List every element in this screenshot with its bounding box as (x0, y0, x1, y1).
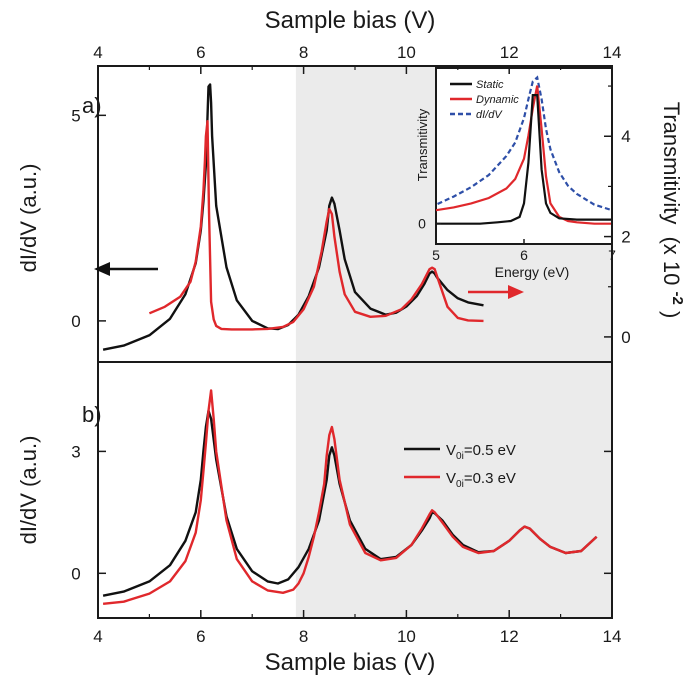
panel-b-y-tick-label: 3 (71, 442, 80, 461)
panel-b-y-tick-label: 0 (71, 564, 80, 583)
left-axis-arrow (94, 262, 158, 276)
legend-label-black: V0i=0.5 eV (446, 442, 516, 462)
bottom-x-axis-title: Sample bias (V) (265, 649, 436, 676)
panel-a-y-axis-title: dI/dV (a.u.) (16, 164, 41, 273)
bottom-x-tick-label: 10 (397, 627, 416, 646)
top-x-tick-label: 4 (93, 43, 102, 62)
right-y-axis-title-close: ) (659, 311, 684, 318)
legend-label-red-sub: 0i (456, 479, 464, 490)
inset-legend: Static Dynamic dI/dV (450, 79, 519, 121)
panel-a-y-tick-label: 0 (71, 312, 80, 331)
top-x-tick-label: 12 (500, 43, 519, 62)
panel-b-series-1 (102, 389, 598, 605)
inset-legend-label-static: Static (476, 79, 504, 91)
inset-legend-label-didv: dI/dV (476, 109, 503, 121)
right-y-axis-title: Transmitivity (x 10 -2 ) (659, 102, 693, 319)
legend-label-black-main: V (446, 442, 456, 459)
inset-x-tick-label: 6 (520, 247, 528, 263)
top-x-tick-label: 6 (196, 43, 205, 62)
legend-label-red-main: V (446, 470, 456, 487)
right-y-axis-title-exponent: -2 (669, 292, 686, 305)
panel-b-legend: V0i=0.5 eV V0i=0.3 eV (404, 442, 516, 490)
inset-y-tick-label: 0 (418, 216, 426, 232)
top-x-axis-title: Sample bias (V) (265, 7, 436, 34)
panel-b-label: b) (82, 402, 102, 427)
legend-label-red: V0i=0.3 eV (446, 470, 516, 490)
panel-a-label: a) (82, 93, 102, 118)
right-axis-arrow-head (508, 285, 524, 299)
panel-a-y-tick-label: 5 (71, 106, 80, 125)
panel-b-shaded-region (295, 362, 612, 618)
left-axis-arrow-head (94, 262, 110, 276)
bottom-x-tick-label: 4 (93, 627, 102, 646)
bottom-x-tick-label: 14 (603, 627, 622, 646)
inset-y-axis-title: Transmitivity (415, 108, 430, 181)
right-y-axis-title-main: Transmitivity (659, 102, 684, 225)
inset-legend-label-dynamic: Dynamic (476, 94, 519, 106)
legend-label-black-sub: 0i (456, 451, 464, 462)
top-x-tick-label: 8 (299, 43, 308, 62)
inset-x-axis-title: Energy (eV) (495, 264, 570, 280)
inset-series-di-dv (436, 75, 612, 212)
panel-a-series-1 (148, 120, 484, 331)
legend-label-black-rest: =0.5 eV (464, 442, 516, 459)
legend-label-red-rest: =0.3 eV (464, 470, 516, 487)
inset-x-tick-label: 5 (432, 247, 440, 263)
top-x-tick-label: 14 (603, 43, 622, 62)
bottom-x-tick-label: 12 (500, 627, 519, 646)
panel-a-right-y-tick-label: 4 (621, 127, 630, 146)
bottom-x-tick-label: 6 (196, 627, 205, 646)
right-y-axis-title-unit: (x 10 (659, 236, 684, 285)
inset-series-static (436, 94, 612, 225)
panel-b-y-axis-title: dI/dV (a.u.) (16, 436, 41, 545)
panel-a-right-y-tick-label: 2 (621, 228, 630, 247)
top-x-tick-label: 10 (397, 43, 416, 62)
panel-a-right-y-tick-label: 0 (621, 328, 630, 347)
bottom-x-tick-label: 8 (299, 627, 308, 646)
right-axis-arrow (468, 285, 524, 299)
